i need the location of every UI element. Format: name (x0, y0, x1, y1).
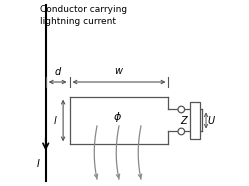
Circle shape (178, 106, 185, 113)
Text: $I$: $I$ (36, 157, 41, 169)
Circle shape (178, 128, 185, 135)
Text: $l$: $l$ (53, 115, 57, 126)
Text: $Z$: $Z$ (180, 115, 188, 126)
Text: $U$: $U$ (207, 115, 216, 126)
Bar (189, 102, 200, 139)
Text: $w$: $w$ (114, 66, 124, 76)
Text: $d$: $d$ (54, 65, 62, 77)
Text: $\phi$: $\phi$ (113, 110, 122, 124)
Text: Conductor carrying
lightning current: Conductor carrying lightning current (40, 5, 127, 26)
